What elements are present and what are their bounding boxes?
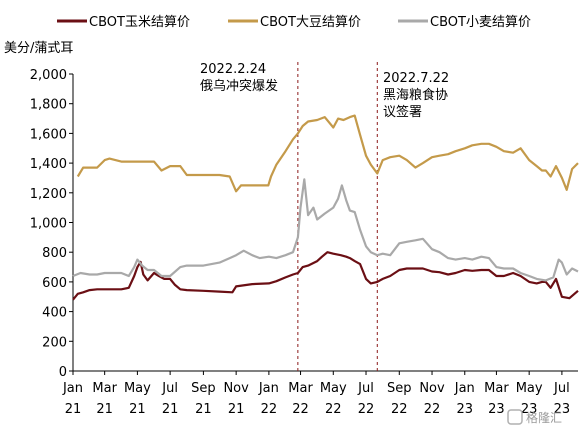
legend: CBOT玉米结算价 CBOT大豆结算价 CBOT小麦结算价	[57, 15, 531, 30]
y-tick-label: 2,000	[30, 68, 67, 83]
legend-label: CBOT小麦结算价	[430, 15, 531, 30]
x-tick-label-year: 23	[521, 402, 538, 417]
event-annotation-text: 黑海粮食协	[383, 87, 448, 103]
x-tick-label-year: 23	[488, 402, 505, 417]
x-tick-label-year: 21	[65, 402, 82, 417]
x-tick-label-year: 22	[325, 402, 342, 417]
x-tick-label-year: 23	[554, 402, 571, 417]
x-tick-label-month: May	[516, 381, 543, 396]
x-tick-label-year: 21	[228, 402, 245, 417]
legend-label: CBOT玉米结算价	[89, 15, 190, 30]
y-tick-label: 0	[59, 365, 67, 380]
y-tick-label: 200	[42, 335, 67, 350]
x-tick-label-month: Nov	[223, 381, 249, 396]
event-annotation-text: 2022.7.22	[383, 71, 449, 86]
x-tick-label-month: Sep	[191, 381, 216, 396]
x-tick-label-month: Mar	[288, 381, 313, 396]
event-annotation-text: 2022.2.24	[200, 62, 266, 77]
x-tick-label-month: Mar	[92, 381, 117, 396]
series-line-3	[72, 178, 579, 282]
x-tick-label-month: Sep	[387, 381, 412, 396]
x-tick-label-year: 22	[292, 402, 309, 417]
series-line-2	[76, 114, 579, 193]
y-tick-label: 1,000	[30, 217, 67, 232]
x-tick-label-month: Nov	[419, 381, 445, 396]
y-tick-label: 1,800	[30, 98, 67, 113]
y-tick-label: 1,600	[30, 127, 67, 142]
x-tick-label-month: Jan	[62, 381, 83, 396]
y-tick-label: 1,400	[30, 157, 67, 172]
event-annotation-text: 俄乌冲突爆发	[200, 78, 278, 94]
x-tick-label-month: Jan	[258, 381, 279, 396]
watermark-text: 格隆汇	[526, 410, 562, 425]
watermark: 格隆汇	[507, 409, 562, 425]
axes: 0 200 400 600 800 1,000 1,200 1,400 1,600 1,800 2,…	[30, 68, 578, 417]
y-tick-label: 800	[42, 246, 67, 261]
x-tick-label-year: 21	[195, 402, 212, 417]
y-tick-label: 1,200	[30, 187, 67, 202]
x-tick-label-year: 21	[162, 402, 179, 417]
x-tick-label-month: Jul	[161, 381, 178, 396]
x-tick-label-month: May	[320, 381, 347, 396]
y-tick-label: 400	[42, 306, 67, 321]
x-tick-label-year: 23	[456, 402, 473, 417]
legend-label: CBOT大豆结算价	[260, 15, 361, 30]
x-tick-label-month: Mar	[484, 381, 509, 396]
x-tick-label-year: 22	[358, 402, 375, 417]
x-tick-label-month: May	[124, 381, 151, 396]
x-tick-label-year: 22	[261, 402, 278, 417]
x-tick-label-year: 22	[424, 402, 441, 417]
x-tick-label-month: Jul	[553, 381, 570, 396]
x-tick-label-year: 22	[391, 402, 408, 417]
x-tick-label-month: Jul	[357, 381, 374, 396]
series-group	[72, 114, 579, 301]
x-tick-label-year: 21	[129, 402, 146, 417]
y-axis-label: 美分/蒲式耳	[4, 41, 73, 56]
watermark-logo-icon	[507, 409, 523, 425]
y-tick-label: 600	[42, 276, 67, 291]
event-annotation-text: 议签署	[383, 104, 422, 120]
series-line-1	[72, 251, 579, 301]
x-tick-label-month: Jan	[454, 381, 475, 396]
x-tick-label-year: 21	[96, 402, 113, 417]
